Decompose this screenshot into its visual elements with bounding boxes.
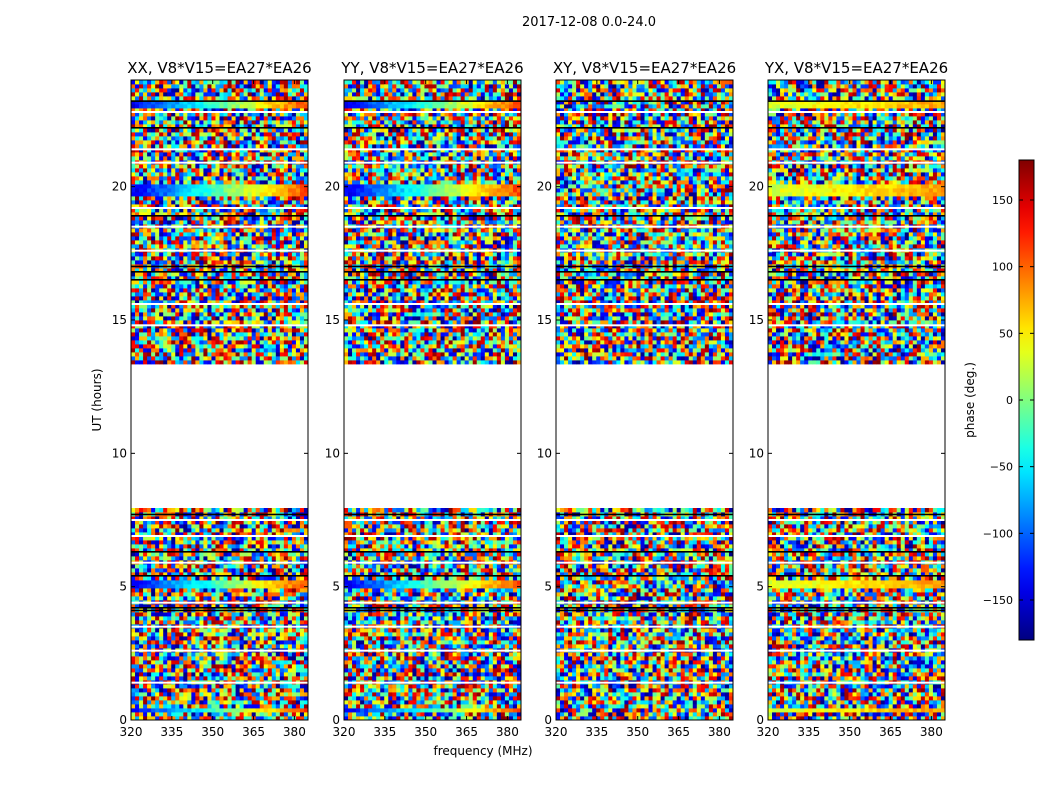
colorbar-tick-label: −50 bbox=[990, 461, 1013, 474]
y-axis-label: UT (hours) bbox=[90, 368, 104, 431]
y-tick-label: 5 bbox=[119, 580, 127, 594]
x-tick-label: 380 bbox=[920, 725, 943, 739]
x-tick-label: 380 bbox=[283, 725, 306, 739]
phase-image bbox=[556, 80, 733, 720]
colorbar-tick-label: 100 bbox=[992, 261, 1013, 274]
panel-title: XY, V8*V15=EA27*EA26 bbox=[553, 59, 736, 77]
colorbar: 150 100 50 0 −50 −100 −150 bbox=[983, 159, 1035, 641]
x-tick-label: 350 bbox=[414, 725, 437, 739]
y-tick-label: 20 bbox=[749, 180, 764, 194]
panel-0: XX, V8*V15=EA27*EA26 320 335 350 365 380 0 5 10 1… bbox=[112, 59, 312, 739]
y-tick-label: 0 bbox=[119, 713, 127, 727]
y-tick-label: 20 bbox=[537, 180, 552, 194]
colorbar-tick-label: −100 bbox=[983, 527, 1013, 540]
x-tick-label: 350 bbox=[838, 725, 861, 739]
x-tick-label: 320 bbox=[120, 725, 143, 739]
y-tick-label: 5 bbox=[332, 580, 340, 594]
colorbar-label: phase (deg.) bbox=[963, 362, 977, 438]
colorbar-tick-label: 150 bbox=[992, 194, 1013, 207]
panel-frame bbox=[767, 79, 946, 721]
x-tick-label: 320 bbox=[333, 725, 356, 739]
panels-group: XX, V8*V15=EA27*EA26 320 335 350 365 380 0 5 10 1… bbox=[112, 59, 948, 739]
x-axis-label: frequency (MHz) bbox=[433, 744, 532, 758]
phase-image bbox=[344, 80, 521, 720]
y-tick-label: 15 bbox=[112, 313, 127, 327]
x-tick-label: 335 bbox=[797, 725, 820, 739]
y-tick-label: 15 bbox=[749, 313, 764, 327]
y-tick-label: 20 bbox=[325, 180, 340, 194]
x-tick-label: 350 bbox=[201, 725, 224, 739]
x-tick-label: 320 bbox=[545, 725, 568, 739]
phase-image bbox=[768, 80, 945, 720]
colorbar-tick-label: 0 bbox=[1006, 394, 1013, 407]
phase-image bbox=[131, 80, 308, 720]
x-tick-label: 335 bbox=[373, 725, 396, 739]
y-tick-label: 0 bbox=[332, 713, 340, 727]
y-tick-label: 20 bbox=[112, 180, 127, 194]
x-tick-label: 335 bbox=[160, 725, 183, 739]
panel-title: YY, V8*V15=EA27*EA26 bbox=[340, 59, 523, 77]
panel-frame bbox=[343, 79, 522, 721]
panel-frame bbox=[555, 79, 734, 721]
y-tick-label: 15 bbox=[325, 313, 340, 327]
x-tick-label: 365 bbox=[242, 725, 265, 739]
x-tick-label: 380 bbox=[708, 725, 731, 739]
panel-title: YX, V8*V15=EA27*EA26 bbox=[764, 59, 948, 77]
panel-3: YX, V8*V15=EA27*EA26 320 335 350 365 380 0 5 10 1… bbox=[749, 59, 948, 739]
y-tick-label: 5 bbox=[544, 580, 552, 594]
y-tick-label: 10 bbox=[749, 446, 764, 460]
y-tick-label: 10 bbox=[325, 446, 340, 460]
panel-2: XY, V8*V15=EA27*EA26 320 335 350 365 380 0 5 10 1… bbox=[537, 59, 736, 739]
figure-suptitle: 2017-12-08 0.0-24.0 bbox=[522, 15, 656, 30]
x-tick-label: 335 bbox=[585, 725, 608, 739]
x-tick-label: 365 bbox=[879, 725, 902, 739]
y-tick-label: 15 bbox=[537, 313, 552, 327]
y-tick-label: 0 bbox=[544, 713, 552, 727]
y-tick-label: 0 bbox=[756, 713, 764, 727]
x-tick-label: 320 bbox=[757, 725, 780, 739]
y-tick-label: 10 bbox=[537, 446, 552, 460]
panel-1: YY, V8*V15=EA27*EA26 320 335 350 365 380 0 5 10 1… bbox=[325, 59, 524, 739]
x-tick-label: 350 bbox=[626, 725, 649, 739]
x-tick-label: 380 bbox=[496, 725, 519, 739]
colorbar-tick-label: −150 bbox=[983, 594, 1013, 607]
colorbar-tick-label: 50 bbox=[999, 327, 1013, 340]
x-tick-label: 365 bbox=[667, 725, 690, 739]
y-tick-label: 10 bbox=[112, 446, 127, 460]
y-tick-label: 5 bbox=[756, 580, 764, 594]
panel-frame bbox=[130, 79, 309, 721]
panel-title: XX, V8*V15=EA27*EA26 bbox=[127, 59, 311, 77]
x-tick-label: 365 bbox=[455, 725, 478, 739]
